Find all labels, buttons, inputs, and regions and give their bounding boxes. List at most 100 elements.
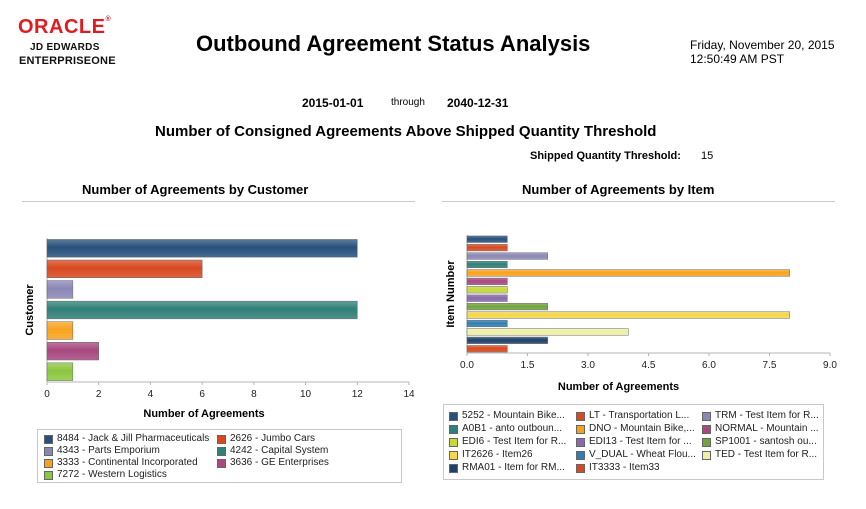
x-tick-label: 7.5 xyxy=(763,360,777,371)
legend-entry[interactable]: 5252 - Mountain Bike... xyxy=(462,410,565,421)
x-tick-label: 0.0 xyxy=(460,360,474,371)
legend-swatch xyxy=(576,412,585,421)
bar[interactable] xyxy=(466,244,508,252)
x-tick-label: 3.0 xyxy=(581,360,595,371)
legend-entry[interactable]: IT3333 - Item33 xyxy=(589,462,660,473)
legend-entry[interactable]: 3636 - GE Enterprises xyxy=(230,457,329,468)
legend-entry[interactable]: 7272 - Western Logistics xyxy=(57,469,167,480)
legend-swatch xyxy=(702,438,711,447)
legend-swatch xyxy=(44,435,53,444)
x-tick-label: 2 xyxy=(96,389,102,400)
legend-entry[interactable]: EDI6 - Test Item for R... xyxy=(462,436,567,447)
legend-swatch xyxy=(449,451,458,460)
bar[interactable] xyxy=(466,336,548,344)
x-tick-label: 6 xyxy=(199,389,205,400)
legend-swatch xyxy=(576,425,585,434)
y-axis-label: Customer xyxy=(24,284,36,336)
legend-swatch xyxy=(702,425,711,434)
legend-swatch xyxy=(702,451,711,460)
bar[interactable] xyxy=(466,286,508,294)
legend-entry[interactable]: DNO - Mountain Bike,... xyxy=(589,423,695,434)
range-start-date: 2015-01-01 xyxy=(302,96,364,110)
bar[interactable] xyxy=(466,277,508,285)
range-end-date: 2040-12-31 xyxy=(447,96,509,110)
bar[interactable] xyxy=(46,239,358,258)
x-tick-label: 10 xyxy=(300,389,312,400)
bar[interactable] xyxy=(46,300,358,320)
legend-swatch xyxy=(449,412,458,421)
legend-swatch xyxy=(449,438,458,447)
page-title: Outbound Agreement Status Analysis xyxy=(196,31,591,56)
bar[interactable] xyxy=(466,303,548,311)
legend-swatch xyxy=(576,451,585,460)
x-tick-label: 0 xyxy=(44,389,50,400)
legend-entry[interactable]: NORMAL - Mountain ... xyxy=(715,423,819,434)
legend-entry[interactable]: 4242 - Capital System xyxy=(230,445,329,456)
bar[interactable] xyxy=(466,311,790,319)
legend-swatch xyxy=(702,412,711,421)
oracle-logo: ORACLE® xyxy=(18,16,112,38)
legend-swatch xyxy=(217,447,226,456)
bar[interactable] xyxy=(46,321,74,340)
legend-swatch xyxy=(217,459,226,468)
legend-entry[interactable]: EDI13 - Test Item for ... xyxy=(589,436,692,447)
item-chart-divider xyxy=(442,201,835,202)
y-axis-label: Item Number xyxy=(445,260,457,328)
customer-chart-divider xyxy=(22,201,415,202)
x-tick-label: 9.0 xyxy=(823,360,837,371)
legend-entry[interactable]: 4343 - Parts Emporium xyxy=(57,445,160,456)
legend-entry[interactable]: A0B1 - anto outboun... xyxy=(462,423,563,434)
x-axis-label: Number of Agreements xyxy=(143,408,264,420)
x-tick-label: 12 xyxy=(352,389,364,400)
bar[interactable] xyxy=(466,319,508,328)
bar[interactable] xyxy=(466,294,508,302)
x-axis-label: Number of Agreements xyxy=(558,381,679,393)
legend-swatch xyxy=(44,447,53,456)
legend-swatch xyxy=(44,459,53,468)
bar[interactable] xyxy=(466,252,548,260)
legend-entry[interactable]: 2626 - Jumbo Cars xyxy=(230,433,316,444)
item-chart-legend: 5252 - Mountain Bike... LT - Transportati… xyxy=(443,404,824,480)
bar[interactable] xyxy=(466,345,508,353)
report-date: Friday, November 20, 2015 xyxy=(690,38,835,52)
report-datetime: Friday, November 20, 2015 12:50:49 AM PS… xyxy=(690,38,835,66)
threshold-label: Shipped Quantity Threshold: xyxy=(530,150,681,162)
legend-swatch xyxy=(576,438,585,447)
legend-swatch xyxy=(576,464,585,473)
customer-chart-legend: 8484 - Jack & Jill Pharmaceuticals 2626 -… xyxy=(37,429,402,483)
bar[interactable] xyxy=(466,328,629,336)
customer-bar-chart: 0 2 4 6 8 10 12 14 Number of Agreements Customer xyxy=(24,238,415,420)
bar[interactable] xyxy=(466,269,790,277)
report-subtitle: Number of Consigned Agreements Above Shi… xyxy=(155,123,657,140)
legend-entry[interactable]: V_DUAL - Wheat Flou... xyxy=(589,449,696,460)
legend-entry[interactable]: TED - Test Item for R... xyxy=(715,449,818,460)
legend-entry[interactable]: 8484 - Jack & Jill Pharmaceuticals xyxy=(57,433,210,444)
legend-entry[interactable]: SP1001 - santosh ou... xyxy=(715,436,817,447)
legend-swatch xyxy=(217,435,226,444)
bar[interactable] xyxy=(46,362,74,381)
enterpriseone-logo-text: ENTERPRISEONE xyxy=(19,55,116,67)
x-tick-label: 8 xyxy=(251,389,257,400)
jde-logo-text: JD EDWARDS xyxy=(30,42,100,53)
item-bar-chart: 0.0 1.5 3.0 4.5 6.0 7.5 9.0 Number of Agreement… xyxy=(445,235,837,393)
bar[interactable] xyxy=(466,260,508,269)
customer-chart-title: Number of Agreements by Customer xyxy=(82,182,309,197)
bar[interactable] xyxy=(46,342,99,361)
range-through-label: through xyxy=(391,97,425,108)
x-tick-label: 1.5 xyxy=(521,360,535,371)
threshold-value: 15 xyxy=(701,150,714,162)
bar[interactable] xyxy=(46,280,74,299)
legend-swatch xyxy=(449,425,458,434)
bar[interactable] xyxy=(466,235,508,243)
legend-entry[interactable]: TRM - Test Item for R... xyxy=(715,410,819,421)
x-tick-label: 6.0 xyxy=(702,360,716,371)
legend-entry[interactable]: RMA01 - Item for RM... xyxy=(462,462,565,473)
x-tick-label: 4.5 xyxy=(642,360,656,371)
legend-entry[interactable]: LT - Transportation L... xyxy=(589,410,690,421)
legend-entry[interactable]: 3333 - Continental Incorporated xyxy=(57,457,198,468)
legend-swatch xyxy=(44,471,53,480)
x-tick-label: 14 xyxy=(403,389,415,400)
report-time: 12:50:49 AM PST xyxy=(690,52,785,66)
bar[interactable] xyxy=(46,259,203,278)
legend-entry[interactable]: IT2626 - Item26 xyxy=(462,449,533,460)
